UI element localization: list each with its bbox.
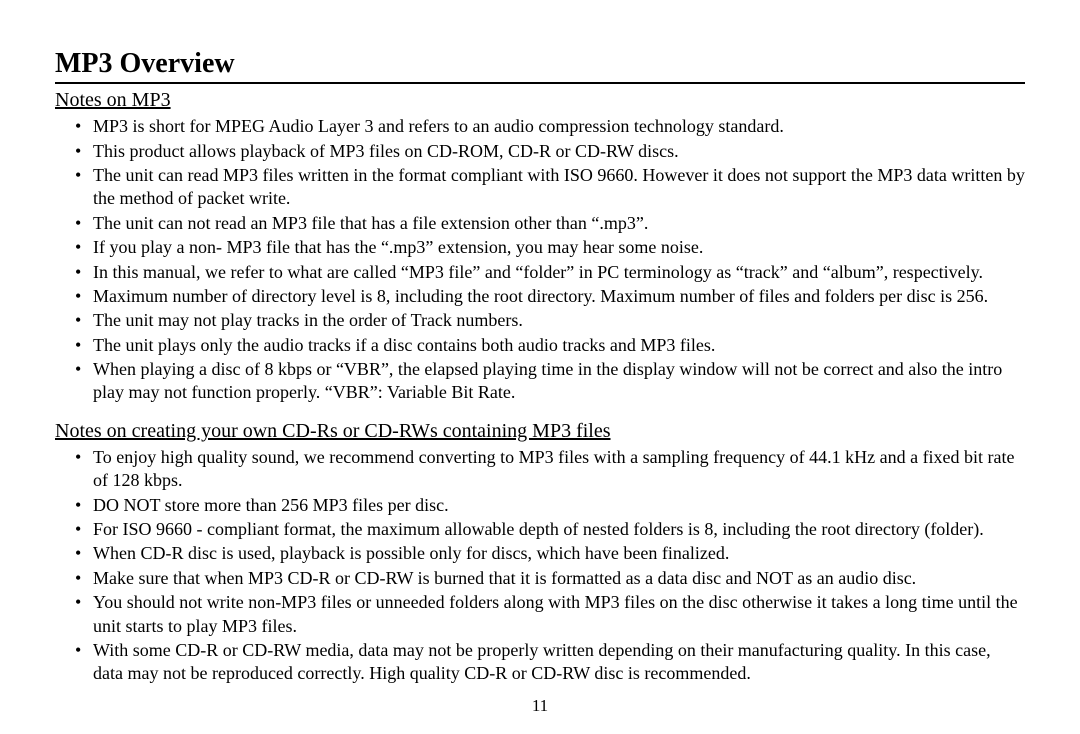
- title-rule: [55, 82, 1025, 84]
- list-item: Make sure that when MP3 CD-R or CD-RW is…: [93, 567, 1025, 590]
- list-item: To enjoy high quality sound, we recommen…: [93, 446, 1025, 493]
- list-item: For ISO 9660 - compliant format, the max…: [93, 518, 1025, 541]
- list-item: When playing a disc of 8 kbps or “VBR”, …: [93, 358, 1025, 405]
- page-number: 11: [55, 696, 1025, 716]
- list-item: You should not write non-MP3 files or un…: [93, 591, 1025, 638]
- list-item: Maximum number of directory level is 8, …: [93, 285, 1025, 308]
- section-heading-creating-cdr: Notes on creating your own CD-Rs or CD-R…: [55, 419, 1025, 444]
- list-item: If you play a non- MP3 file that has the…: [93, 236, 1025, 259]
- creating-cdr-list: To enjoy high quality sound, we recommen…: [55, 446, 1025, 686]
- list-item: With some CD-R or CD-RW media, data may …: [93, 639, 1025, 686]
- section-heading-notes-on-mp3: Notes on MP3: [55, 88, 1025, 113]
- list-item: The unit may not play tracks in the orde…: [93, 309, 1025, 332]
- document-page: MP3 Overview Notes on MP3 MP3 is short f…: [0, 0, 1080, 726]
- notes-on-mp3-list: MP3 is short for MPEG Audio Layer 3 and …: [55, 115, 1025, 405]
- list-item: This product allows playback of MP3 file…: [93, 140, 1025, 163]
- list-item: DO NOT store more than 256 MP3 files per…: [93, 494, 1025, 517]
- list-item: The unit can read MP3 files written in t…: [93, 164, 1025, 211]
- list-item: The unit can not read an MP3 file that h…: [93, 212, 1025, 235]
- list-item: In this manual, we refer to what are cal…: [93, 261, 1025, 284]
- list-item: The unit plays only the audio tracks if …: [93, 334, 1025, 357]
- page-title: MP3 Overview: [55, 48, 1025, 80]
- list-item: MP3 is short for MPEG Audio Layer 3 and …: [93, 115, 1025, 138]
- list-item: When CD-R disc is used, playback is poss…: [93, 542, 1025, 565]
